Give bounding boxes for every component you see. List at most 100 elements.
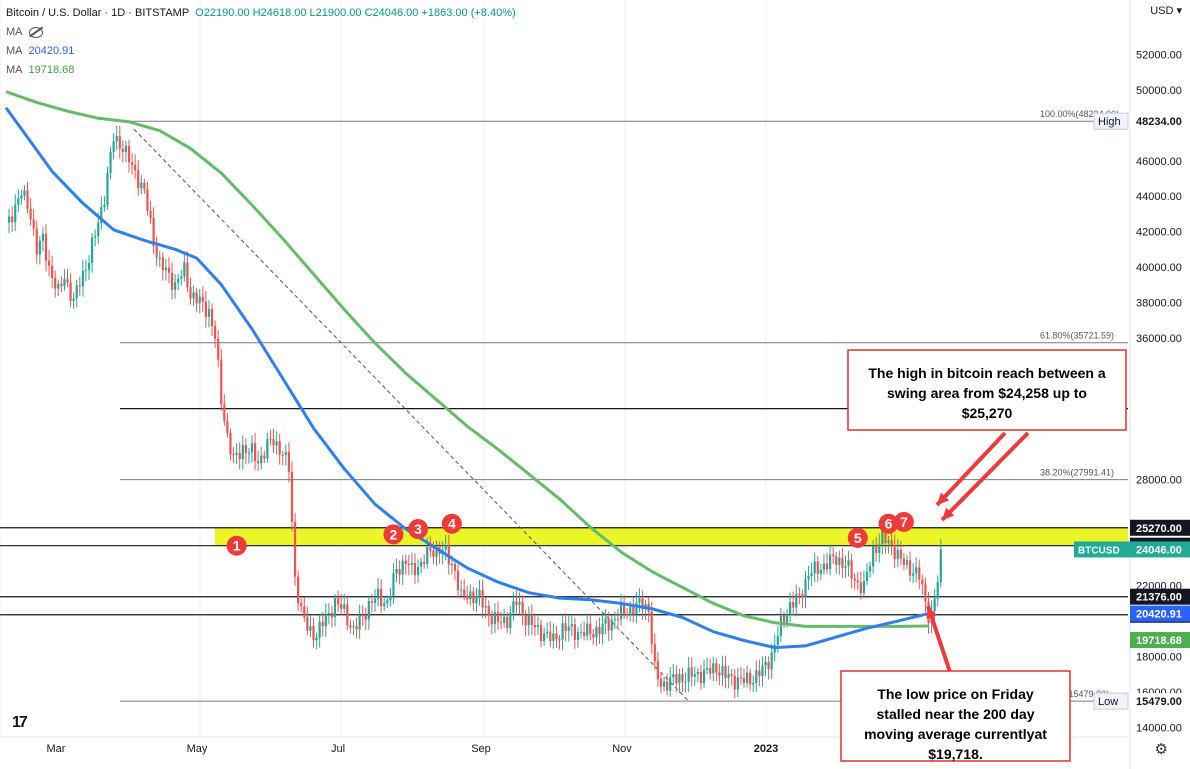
candle[interactable] (380, 579, 383, 613)
candle[interactable] (17, 189, 20, 213)
candle[interactable] (659, 672, 663, 694)
candle[interactable] (875, 536, 878, 562)
candle[interactable] (472, 587, 475, 611)
candle[interactable] (180, 270, 183, 286)
candle[interactable] (146, 181, 149, 216)
candle[interactable] (247, 447, 251, 464)
candle[interactable] (420, 557, 423, 574)
candle[interactable] (207, 300, 211, 328)
candle[interactable] (853, 573, 856, 590)
candle[interactable] (306, 606, 309, 636)
annotation-high[interactable]: The high in bitcoin reach between a swing… (847, 349, 1127, 431)
candle[interactable] (850, 553, 853, 589)
candle[interactable] (401, 555, 404, 586)
candle[interactable] (552, 623, 555, 649)
candle[interactable] (678, 668, 681, 693)
candle[interactable] (220, 348, 223, 411)
candle[interactable] (14, 194, 17, 232)
candle[interactable] (490, 610, 493, 635)
candle[interactable] (453, 559, 457, 580)
candle[interactable] (822, 554, 826, 575)
candle[interactable] (226, 413, 229, 438)
candle[interactable] (862, 570, 866, 598)
candle[interactable] (229, 428, 232, 461)
candle[interactable] (810, 562, 813, 586)
candle[interactable] (924, 577, 927, 613)
candle[interactable] (610, 615, 613, 641)
candle[interactable] (865, 563, 869, 586)
wave-marker-1[interactable]: 1 (226, 535, 247, 556)
candle[interactable] (693, 666, 696, 686)
candle[interactable] (622, 595, 626, 619)
candle[interactable] (183, 252, 186, 282)
candle[interactable] (103, 195, 106, 212)
candle[interactable] (392, 563, 395, 604)
candle[interactable] (158, 251, 161, 268)
candle[interactable] (524, 610, 527, 636)
candle[interactable] (896, 539, 899, 568)
candle[interactable] (662, 676, 666, 692)
candle[interactable] (856, 572, 859, 591)
candle[interactable] (536, 616, 540, 635)
candle[interactable] (493, 603, 497, 634)
candle[interactable] (567, 615, 570, 642)
candle[interactable] (278, 433, 281, 465)
candle[interactable] (819, 563, 822, 581)
candle[interactable] (407, 554, 410, 576)
candle[interactable] (404, 554, 407, 575)
candle[interactable] (149, 200, 152, 225)
candle[interactable] (767, 656, 770, 680)
wave-marker-2[interactable]: 2 (383, 524, 404, 545)
ma-100-line[interactable] (4, 106, 929, 650)
wave-marker-5[interactable]: 5 (847, 527, 868, 548)
candle[interactable] (109, 147, 112, 180)
candle[interactable] (38, 235, 41, 265)
candle[interactable] (47, 249, 51, 277)
candle[interactable] (749, 668, 752, 691)
candle[interactable] (745, 665, 749, 688)
candle[interactable] (530, 604, 533, 635)
candle[interactable] (315, 632, 318, 650)
candle[interactable] (167, 257, 171, 284)
candle[interactable] (666, 673, 669, 696)
candle[interactable] (367, 596, 370, 630)
candle[interactable] (143, 178, 146, 194)
candle[interactable] (121, 140, 124, 163)
candle[interactable] (825, 552, 829, 574)
candle[interactable] (100, 196, 103, 230)
candle[interactable] (718, 664, 721, 686)
candle[interactable] (730, 669, 733, 686)
wave-marker-4[interactable]: 4 (441, 513, 462, 534)
candle[interactable] (675, 665, 678, 693)
candle[interactable] (795, 584, 798, 617)
candle[interactable] (859, 571, 862, 600)
candle[interactable] (177, 273, 180, 291)
candle[interactable] (469, 584, 472, 606)
candle[interactable] (204, 291, 207, 328)
arrow-to-low[interactable] (926, 605, 952, 673)
candle[interactable] (60, 276, 63, 293)
candle[interactable] (564, 613, 567, 642)
candle[interactable] (709, 658, 712, 680)
candle[interactable] (297, 570, 300, 611)
candle[interactable] (217, 330, 220, 368)
candle[interactable] (370, 594, 374, 613)
candle[interactable] (653, 633, 656, 671)
candle[interactable] (549, 621, 552, 648)
candle[interactable] (124, 140, 128, 163)
arrow-to-high-2[interactable] (940, 431, 1030, 522)
candle[interactable] (699, 664, 703, 690)
candle[interactable] (503, 608, 506, 628)
candle[interactable] (798, 587, 801, 604)
candle[interactable] (75, 279, 78, 308)
wave-marker-6[interactable]: 6 (878, 513, 899, 534)
candle[interactable] (94, 229, 97, 247)
candle[interactable] (598, 617, 601, 645)
candle[interactable] (293, 512, 297, 586)
candle[interactable] (813, 552, 816, 583)
candle[interactable] (878, 533, 881, 563)
tradingview-logo[interactable]: 17 (12, 714, 28, 731)
candle[interactable] (303, 597, 306, 622)
candle[interactable] (902, 552, 905, 570)
